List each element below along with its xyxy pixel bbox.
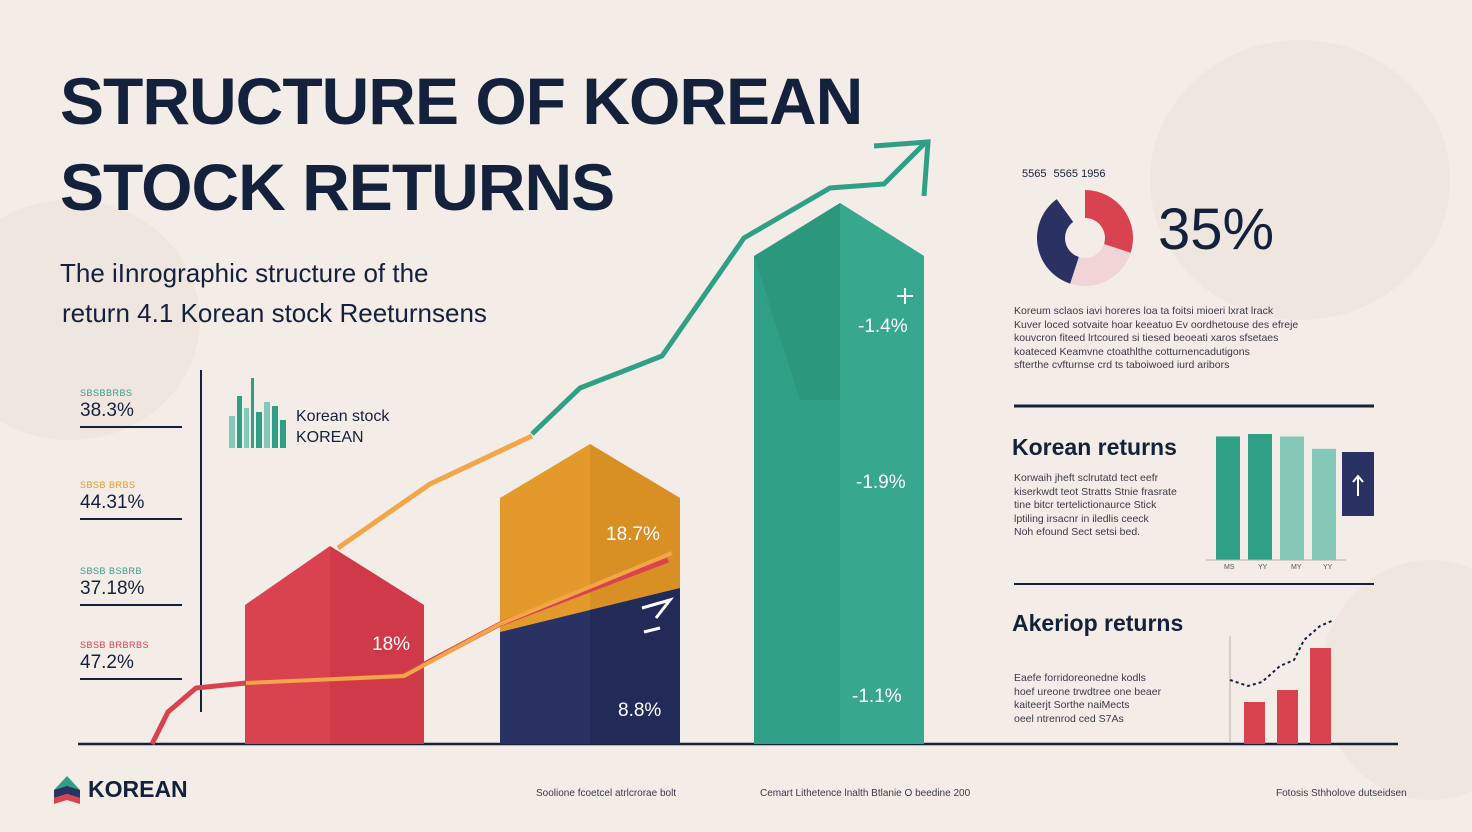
left-label-1: SBSBBRBS 38.3% [80, 388, 200, 428]
left-label-caption: SBSBBRBS [80, 388, 133, 398]
korean-returns-bar-3 [1312, 448, 1336, 560]
text-line: sfterthe cvfturnse crd ts taboiwoed iurd… [1014, 359, 1230, 371]
trend-line-teal [530, 140, 928, 436]
text-line: koateced Keamvne ctoathlthe cotturnencad… [1014, 345, 1250, 358]
bar-teal-label-top: -1.4% [858, 316, 908, 337]
subtitle-line-2: return 4.1 Korean stock Reeturnsens [62, 298, 487, 328]
paragraph-top: Koreum sclaos iavi horeres loa ta foitsi… [1014, 305, 1298, 373]
text-line: kaiteerjt Sorthe naiMects [1014, 699, 1130, 711]
pie-slice-0 [1085, 190, 1133, 253]
tick-label: MS [1224, 564, 1235, 571]
tick-label: YY [1258, 564, 1268, 571]
left-label-value: 38.3% [80, 400, 182, 428]
pie-caption-left: 5565 [1022, 168, 1047, 180]
legend-line-2: KOREAN [296, 429, 364, 446]
legend-bars-icon [229, 378, 286, 448]
left-label-value: 47.2% [80, 652, 182, 680]
korean-returns-bar-2 [1280, 436, 1304, 560]
text-line: Eaefe forridoreonedne kodls [1014, 672, 1146, 684]
bar-navy-label: 8.8% [618, 700, 662, 721]
bar-teal [754, 203, 924, 744]
text-line: Koreum sclaos iavi horeres loa ta foitsi… [1014, 305, 1274, 317]
akeriop-returns-paragraph: Eaefe forridoreonedne kodls hoef ureone … [1014, 672, 1161, 726]
pie-slice-1 [1070, 244, 1131, 286]
title-line-1: STRUCTURE OF KOREAN [60, 64, 863, 138]
korean-returns-paragraph: Korwaih jheft sclrutatd tect eefr kiserk… [1014, 472, 1177, 540]
left-label-value: 44.31% [80, 492, 182, 520]
logo-text: KOREAN [88, 776, 188, 802]
footer-right: Fotosis Sthholove dutseidsen [1276, 788, 1407, 799]
big-percentage: 35% [1158, 197, 1275, 262]
akeriop-bar-2 [1310, 648, 1331, 744]
legend: Korean stock KOREAN [296, 406, 389, 448]
trend-line-orange [245, 551, 673, 685]
bar-navy-stack [500, 588, 680, 744]
footer-center: Cemart Lithetence lnalth Btlanie O beedi… [760, 788, 971, 799]
akeriop-returns-chart [1229, 619, 1335, 744]
tick-label: MY [1291, 564, 1302, 571]
text-line: Kuver loced sotvaite hoar keeatuo Ev oor… [1014, 318, 1299, 331]
akeriop-bar-0 [1244, 702, 1265, 744]
left-label-4: SBSB BRBRBS 47.2% [80, 640, 200, 680]
bar-teal-label-mid: -1.9% [856, 472, 906, 493]
bar-red [245, 546, 424, 744]
bar-orange [500, 444, 680, 632]
left-label-3: SBSB BSBRB 37.18% [80, 566, 200, 606]
bar-orange-label: 18.7% [606, 524, 660, 545]
text-line: tine bitcr tertelictionaurce Stick [1014, 499, 1157, 511]
navy-arrow-icon [641, 597, 675, 619]
text-line: lptiling irsacnr in iledlis ceeck [1014, 512, 1149, 525]
text-line: Noh efound Sect setsi bed. [1014, 526, 1141, 538]
pie-caption-top: 5565 1956 [1053, 168, 1106, 180]
left-label-caption: SBSB BRBRBS [80, 640, 150, 650]
left-label-2: SBSB BRBS 44.31% [80, 480, 200, 520]
left-label-value: 37.18% [80, 578, 182, 606]
footer-left: Soolione fcoetcel atrlcrorae bolt [536, 788, 677, 799]
page-title: STRUCTURE OF KOREAN STOCK RETURNS [60, 58, 863, 230]
trend-arrow-head [873, 139, 931, 197]
text-line: Korwaih jheft sclrutatd tect eefr [1014, 472, 1159, 484]
bar-teal-label-bottom: -1.1% [852, 686, 902, 707]
text-line: kouvcron fiteed lrtcoured si tiesed beoe… [1014, 332, 1279, 344]
subtitle-line-1: The iInrographic structure of the [60, 258, 429, 288]
pie-caption: 5565 5565 1956 [1022, 168, 1106, 180]
pie-slice-3 [1056, 190, 1085, 222]
trend-line-orange-upper [336, 433, 534, 551]
bar-red-label: 18% [372, 634, 411, 655]
legend-line-1: Korean stock [296, 408, 390, 425]
tick-label: YY [1323, 564, 1333, 571]
up-arrow-icon [1352, 474, 1364, 496]
background-shape [1150, 40, 1450, 320]
pie-slice-2 [1037, 199, 1079, 284]
left-label-caption: SBSB BRBS [80, 480, 136, 490]
korean-logo-icon [54, 776, 80, 804]
title-line-2: STOCK RETURNS [60, 150, 615, 224]
korean-returns-heading: Korean returns [1012, 434, 1177, 460]
donut-chart [1037, 190, 1133, 286]
left-label-caption: SBSB BSBRB [80, 566, 143, 576]
korean-returns-bar-0 [1216, 436, 1240, 560]
akeriop-bar-1 [1277, 690, 1298, 744]
akeriop-returns-heading: Akeriop returns [1012, 610, 1184, 636]
text-line: oeel ntrenrod ced S7As [1014, 712, 1124, 725]
background-shape [0, 200, 200, 440]
text-line: hoef ureone trwdtree one beaer [1014, 685, 1162, 698]
korean-returns-bar-1 [1248, 434, 1272, 560]
korean-returns-chart [1216, 434, 1374, 560]
text-line: kiserkwdt teot Stratts Stnie frasrate [1014, 485, 1177, 498]
